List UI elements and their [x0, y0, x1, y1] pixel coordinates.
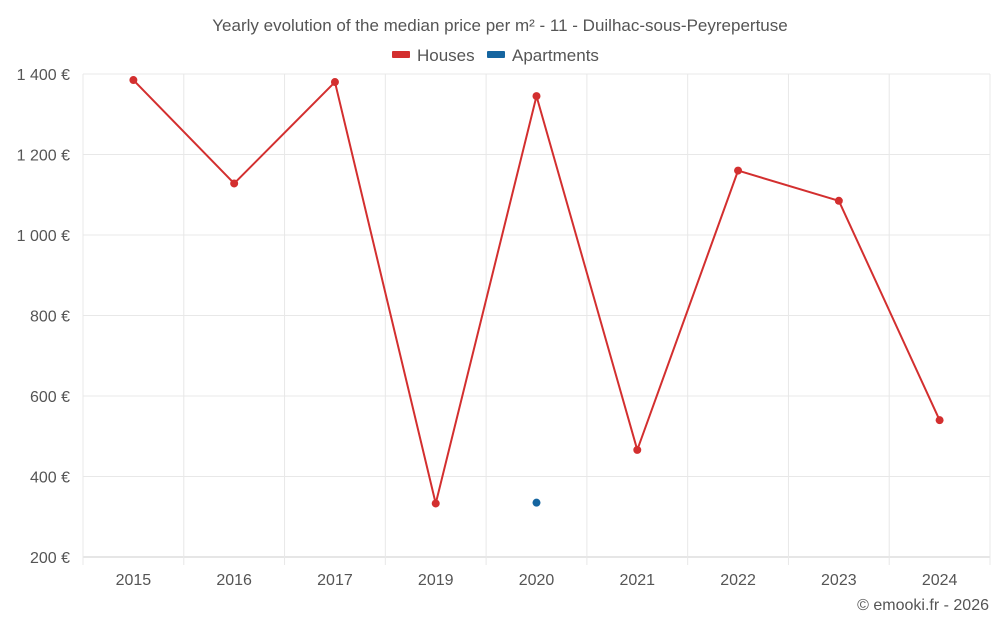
y-tick-label: 1 400 € [17, 67, 70, 84]
legend-label-apartments[interactable]: Apartments [512, 46, 599, 65]
series-line-houses [132, 79, 941, 505]
grid-lines [82, 73, 991, 565]
data-point-houses [330, 78, 339, 87]
x-tick-label: 2024 [922, 572, 958, 589]
data-point-houses [734, 166, 743, 175]
x-tick-label: 2023 [821, 572, 857, 589]
data-point-apartments [532, 498, 541, 507]
data-point-houses [230, 179, 239, 188]
y-tick-label: 1 000 € [17, 228, 70, 245]
x-tick-label: 2021 [619, 572, 655, 589]
x-tick-label: 2020 [519, 572, 555, 589]
y-axis: 200 € 400 € 600 € 800 € 1 000 € 1 200 € 1 400 … [17, 67, 70, 567]
data-point-houses [129, 76, 138, 85]
legend-swatch-apartments [487, 51, 505, 58]
y-tick-label: 400 € [30, 470, 70, 487]
data-point-houses [834, 196, 843, 205]
legend-swatch-houses [392, 51, 410, 58]
x-tick-label: 2019 [418, 572, 454, 589]
y-tick-label: 200 € [30, 550, 70, 567]
x-tick-label: 2022 [720, 572, 756, 589]
y-tick-label: 800 € [30, 309, 70, 326]
x-tick-label: 2015 [116, 572, 152, 589]
data-point-houses [431, 499, 440, 508]
x-axis: 2015 2016 2017 2019 2020 2021 2022 2023 2024 [116, 572, 958, 589]
y-tick-label: 1 200 € [17, 148, 70, 165]
series-lines [129, 76, 944, 508]
data-point-houses [935, 416, 944, 425]
chart-title: Yearly evolution of the median price per… [212, 16, 787, 35]
y-tick-label: 600 € [30, 389, 70, 406]
data-point-houses [532, 92, 541, 101]
credit-text[interactable]: © emooki.fr - 2026 [857, 597, 989, 614]
data-point-houses [633, 445, 642, 454]
legend-label-houses[interactable]: Houses [417, 46, 475, 65]
x-tick-label: 2017 [317, 572, 353, 589]
x-tick-label: 2016 [216, 572, 252, 589]
chart-legend: Houses Apartments [392, 46, 599, 65]
